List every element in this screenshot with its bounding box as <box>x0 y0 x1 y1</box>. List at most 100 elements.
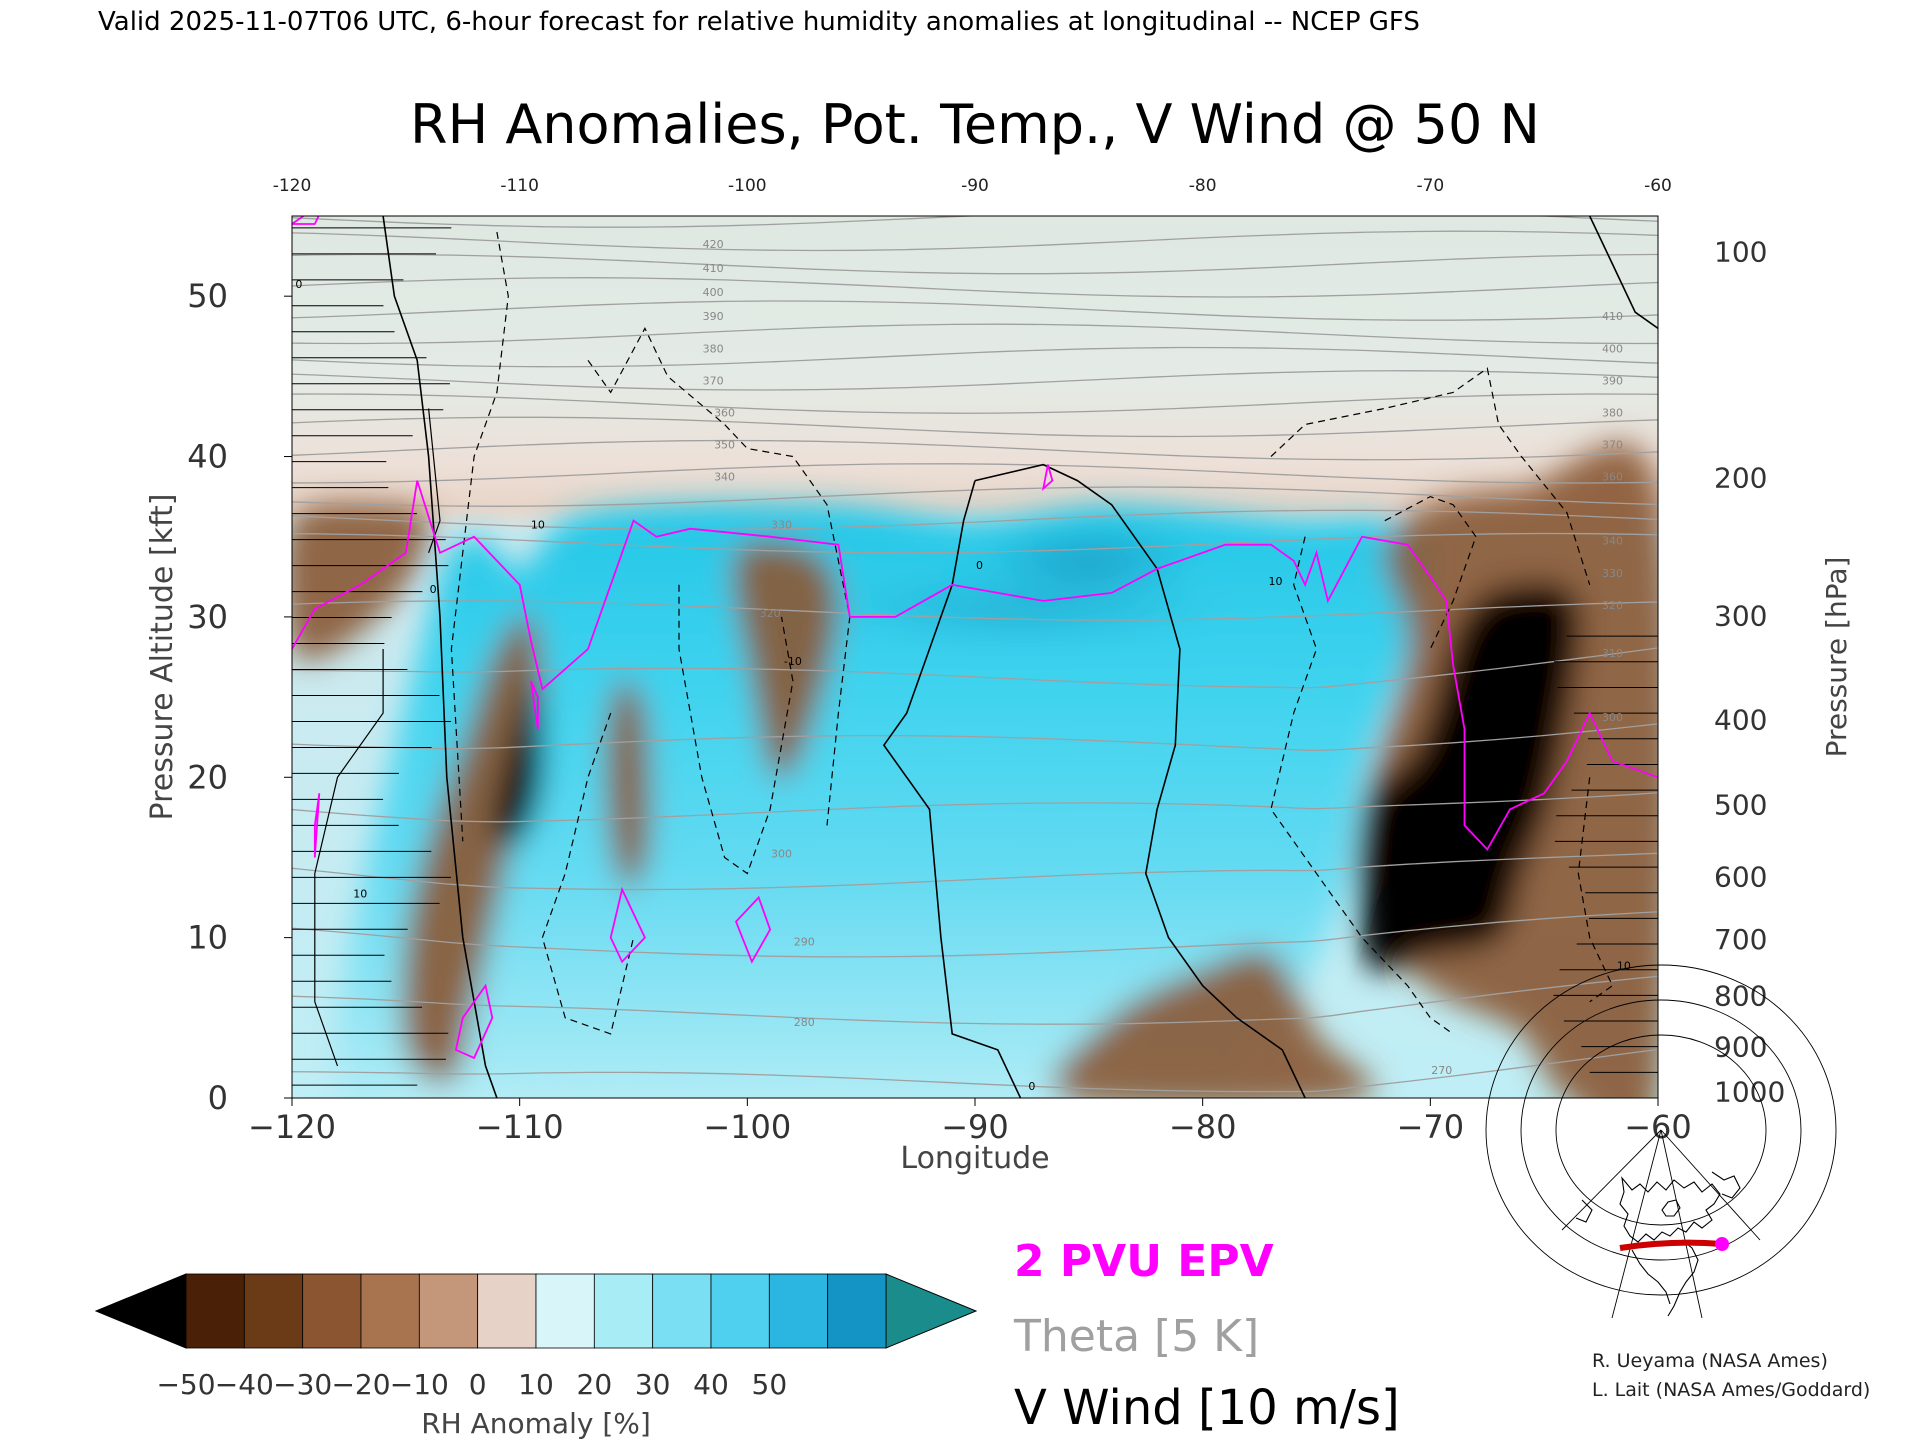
vwind-positive-contour <box>428 408 441 554</box>
theta-contour-label: 360 <box>714 406 735 419</box>
pressure-tick-label: 900 <box>1714 1031 1767 1064</box>
colorbar-under-arrow <box>94 1273 187 1349</box>
legend-theta: Theta [5 K] <box>1013 1311 1259 1362</box>
vwind-zero-contour <box>382 216 498 1098</box>
legend-epv: 2 PVU EPV <box>1014 1236 1274 1287</box>
vwind-negative-contour <box>541 712 635 1035</box>
vwind-negative-contour <box>587 326 851 826</box>
y-tick-label: 10 <box>187 919 228 957</box>
pressure-tick-label: 400 <box>1714 704 1767 737</box>
rh-region-moist <box>336 502 1431 1098</box>
theta-contour <box>292 300 1658 321</box>
theta-contour <box>292 1048 1658 1093</box>
credit-line-1: R. Ueyama (NASA Ames) <box>1592 1350 1828 1372</box>
rh-core-moist <box>820 572 1221 645</box>
chart-title: RH Anomalies, Pot. Temp., V Wind @ 50 N <box>410 93 1540 156</box>
theta-contour-label: 410 <box>1602 310 1623 323</box>
x-tick-label: −110 <box>476 1108 564 1146</box>
top-x-tick-label: -80 <box>1189 176 1217 196</box>
legend-vwind: V Wind [10 m/s] <box>1014 1380 1400 1436</box>
epv-small-contour <box>609 886 646 964</box>
theta-contour-label: 380 <box>1602 406 1623 419</box>
colorbar-swatch <box>593 1273 654 1349</box>
inset-marker <box>1715 1237 1729 1251</box>
colorbar-tick-label: −30 <box>273 1368 332 1401</box>
theta-contour-label: 400 <box>703 286 724 299</box>
colorbar-swatch <box>652 1273 712 1349</box>
theta-contour-label: 280 <box>794 1016 815 1029</box>
theta-contour-label: 380 <box>703 342 724 355</box>
vwind-negative-contour <box>1384 495 1477 650</box>
pressure-tick-label: 700 <box>1714 923 1767 956</box>
theta-contour-label: 350 <box>714 439 735 452</box>
colorbar-swatch <box>768 1273 829 1349</box>
theta-contour <box>292 509 1658 531</box>
epv-small-contour <box>530 680 539 730</box>
x-tick-label: −70 <box>1397 1108 1465 1146</box>
vwind-contour-label: 10 <box>531 519 545 532</box>
rh-region-verydry <box>492 678 544 846</box>
theta-contours <box>292 216 1658 1093</box>
colorbar-swatch <box>827 1273 887 1349</box>
axes: −120-120−110-110−100-100−90-90−80-80−70-… <box>187 176 1785 1146</box>
top-x-tick-label: -90 <box>961 176 989 196</box>
theta-contour <box>292 852 1658 891</box>
pressure-tick-label: 300 <box>1714 599 1767 632</box>
theta-contour <box>292 346 1658 368</box>
theta-contour <box>292 911 1658 958</box>
theta-contour-label: 320 <box>1602 599 1623 612</box>
theta-contour-label: 420 <box>703 238 724 251</box>
pressure-tick-label: 100 <box>1714 235 1767 268</box>
colorbar-label: RH Anomaly [%] <box>421 1407 651 1440</box>
vwind-contour-label: 0 <box>976 559 983 572</box>
theta-contour-label: 410 <box>703 262 724 275</box>
theta-contour-label: 390 <box>1602 374 1623 387</box>
vwind-contour-label: -10 <box>784 655 802 668</box>
plot-area: 270 280 290 300 320 330 340 350 360 370 380 390 400 4… <box>292 216 1658 1098</box>
x-tick-label: −80 <box>1169 1108 1237 1146</box>
colorbar-swatch <box>418 1273 479 1349</box>
theta-contour <box>292 370 1658 391</box>
theta-contour-label: 300 <box>771 847 792 860</box>
vwind-zero-contour <box>974 463 1306 1098</box>
theta-contour <box>292 647 1658 689</box>
rh-region-verydry <box>1359 583 1580 972</box>
colorbar-swatch <box>360 1273 420 1349</box>
epv-small-contour <box>1041 464 1054 492</box>
theta-contour-label: 360 <box>1602 471 1623 484</box>
colorbar-tick-label: 40 <box>693 1368 729 1401</box>
colorbar-tick-label: −50 <box>156 1368 215 1401</box>
theta-contour <box>292 416 1658 438</box>
epv-small-contour <box>292 216 320 225</box>
theta-contour-label: 300 <box>1602 711 1623 724</box>
theta-contour <box>292 277 1658 298</box>
valid-time-header: Valid 2025-11-07T06 UTC, 6-hour forecast… <box>98 7 1420 37</box>
theta-contour <box>292 393 1658 414</box>
rh-anomaly-field <box>292 442 1658 1098</box>
theta-contour <box>292 532 1658 554</box>
x-tick-label: −90 <box>941 1108 1009 1146</box>
x-tick-label: −60 <box>1624 1108 1692 1146</box>
colorbar-swatch <box>535 1273 595 1349</box>
vwind-zero-contour <box>1588 216 1658 329</box>
vwind-zero-contour <box>882 480 1022 1098</box>
colorbar-swatch <box>710 1273 770 1349</box>
theta-contour-label: 330 <box>1602 567 1623 580</box>
rh-region-dry <box>605 679 651 890</box>
vwind-negative-contour <box>450 231 509 842</box>
colorbar-tick-label: 30 <box>635 1368 671 1401</box>
contour-labels: 270 280 290 300 320 330 340 350 360 370 380 390 400 4… <box>295 238 1631 1093</box>
credit-line-2: L. Lait (NASA Ames/Goddard) <box>1592 1379 1870 1401</box>
pressure-tick-label: 800 <box>1714 979 1767 1012</box>
theta-contour-label: 370 <box>1602 439 1623 452</box>
wind-barb-ticks <box>292 227 1658 1086</box>
epv-2pvu-contour <box>292 480 1658 851</box>
colorbar: −50 −40 −30 −20 −10 0 10 20 30 40 50 <box>94 1273 978 1401</box>
epv-small-contour <box>454 983 494 1060</box>
theta-contour-label: 340 <box>714 471 735 484</box>
top-x-tick-label: -120 <box>273 176 312 196</box>
colorbar-tick-label: −40 <box>215 1368 274 1401</box>
vwind-contour-label: 10 <box>353 888 367 901</box>
x-axis-label: Longitude <box>900 1141 1049 1176</box>
